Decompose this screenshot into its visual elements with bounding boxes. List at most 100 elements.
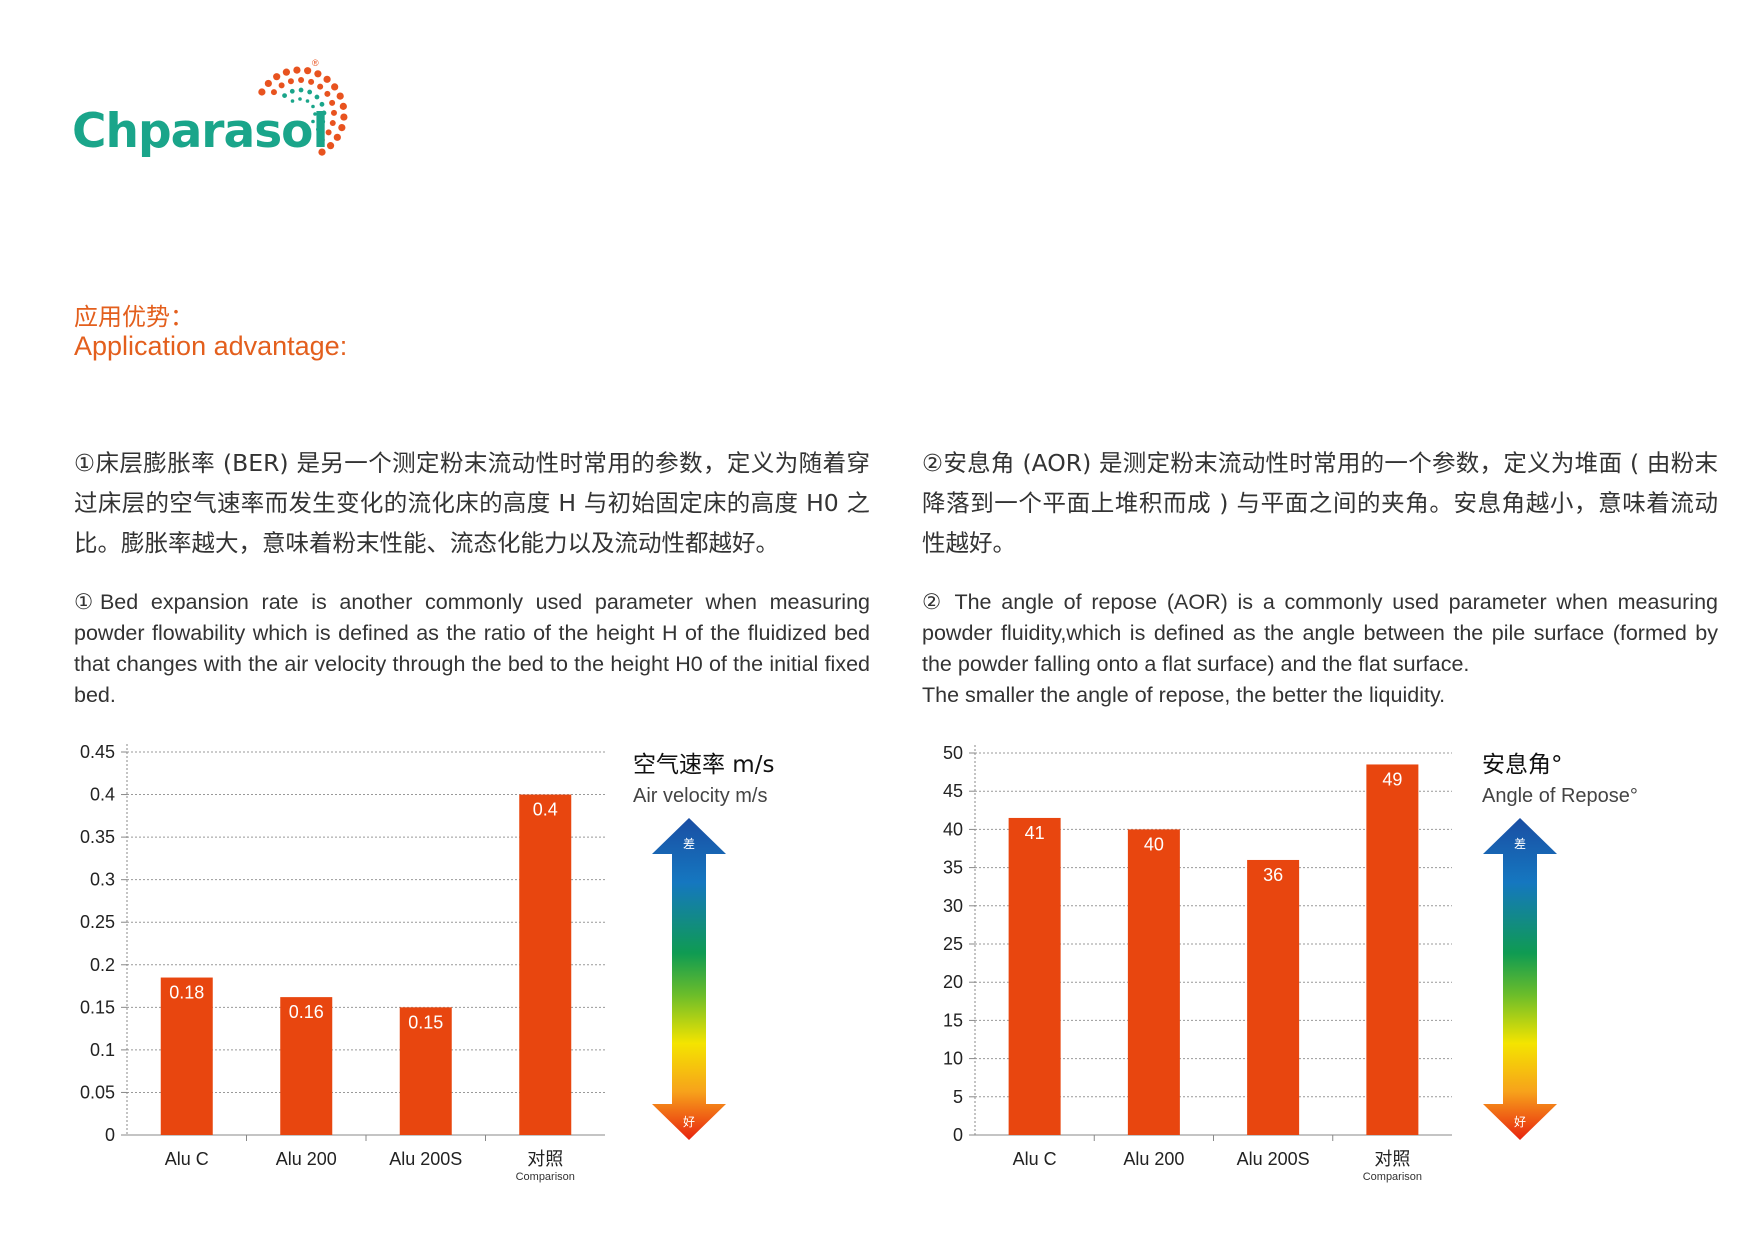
y-tick-label: 0.05 <box>80 1082 115 1102</box>
aor-description-cn: ②安息角 (AOR) 是测定粉末流动性时常用的一个参数，定义为堆面 ( 由粉末降… <box>922 449 1718 557</box>
logo-dot <box>258 88 266 96</box>
bar-value-label: 36 <box>1263 865 1283 885</box>
logo-dot <box>320 119 326 125</box>
registered-mark: ® <box>312 58 319 68</box>
brand-logo: ® Chparasol <box>72 52 362 172</box>
logo-dot <box>282 68 291 76</box>
bar <box>519 794 572 1135</box>
bar <box>280 997 333 1135</box>
y-tick-label: 0.15 <box>80 997 115 1017</box>
ber-description-cn: ①床层膨胀率 (BER) 是另一个测定粉末流动性时常用的参数，定义为随着穿过床层… <box>74 449 870 557</box>
legend-title-en: Air velocity m/s <box>633 785 767 807</box>
y-tick-label: 25 <box>943 934 963 954</box>
logo-dot <box>298 87 304 93</box>
logo-dot <box>331 83 339 91</box>
logo-dot <box>289 88 295 94</box>
x-category-subtitle: Comparison <box>1363 1171 1422 1183</box>
y-tick-label: 35 <box>943 858 963 878</box>
logo-dot <box>290 99 295 103</box>
logo-dot <box>307 89 313 95</box>
arrow-label-bottom: 好 <box>683 1115 695 1129</box>
logo-dot <box>304 67 312 75</box>
logo-dot <box>270 89 277 96</box>
arrow-label-bottom: 好 <box>1514 1115 1526 1129</box>
y-tick-label: 0.3 <box>90 870 115 890</box>
logo-dot <box>298 97 302 101</box>
logo-dot <box>264 79 272 88</box>
bar <box>399 1007 452 1135</box>
bar <box>1127 829 1180 1135</box>
ber-description-en: ①Bed expansion rate is another commonly … <box>74 590 870 707</box>
y-tick-label: 5 <box>953 1087 963 1107</box>
logo-dot <box>324 90 331 97</box>
logo-dot <box>339 102 347 110</box>
y-tick-label: 45 <box>943 781 963 801</box>
y-tick-label: 0.4 <box>90 785 115 805</box>
logo-dot <box>317 83 324 90</box>
y-tick-label: 0.35 <box>80 827 115 847</box>
logo-dot <box>338 123 346 132</box>
y-tick-label: 30 <box>943 896 963 916</box>
bed-expansion-chart: 0 0.05 0.1 0.15 0.2 0.25 0.3 0.35 0.4 0.45 0.18 Alu… <box>80 742 775 1183</box>
bar <box>1366 764 1419 1135</box>
x-category-label: Alu 200S <box>1237 1149 1310 1169</box>
x-category-label: 对照 <box>527 1149 563 1169</box>
parasol-rays-icon <box>258 66 348 156</box>
y-tick-label: 0.2 <box>90 955 115 975</box>
x-category-label: Alu 200 <box>1123 1149 1184 1169</box>
bar-value-label: 40 <box>1144 834 1164 854</box>
logo-dot <box>319 101 325 107</box>
legend-title-cn: 空气速率 m/s <box>633 752 774 778</box>
logo-dot <box>287 78 294 85</box>
section-title-en: Application advantage: <box>74 331 348 361</box>
logo-dot <box>314 94 320 100</box>
logo-dot <box>315 127 321 132</box>
x-category-label: Alu C <box>1013 1149 1057 1169</box>
logo-dot <box>298 77 305 84</box>
logo-dot <box>321 110 327 116</box>
bar-value-label: 49 <box>1382 769 1402 789</box>
y-tick-label: 10 <box>943 1049 963 1069</box>
logo-dot <box>330 109 337 116</box>
aor-description-en-2: The smaller the angle of repose, the bet… <box>922 683 1446 707</box>
logo-dot <box>311 104 315 109</box>
y-tick-label: 15 <box>943 1010 963 1030</box>
logo-dot <box>305 99 310 103</box>
y-tick-label: 0.25 <box>80 912 115 932</box>
x-category-label: Alu 200S <box>389 1149 462 1169</box>
gradient-arrow-icon <box>1483 818 1557 1140</box>
logo-dot <box>336 92 344 100</box>
x-category-label: 对照 <box>1374 1149 1410 1169</box>
bar-value-label: 41 <box>1025 823 1045 843</box>
bar-value-label: 0.16 <box>289 1002 324 1022</box>
logo-dot <box>314 70 322 78</box>
x-category-label: Alu 200 <box>276 1149 337 1169</box>
logo-dot <box>329 99 336 106</box>
logo-dot <box>326 142 335 150</box>
bar-value-label: 0.18 <box>169 983 204 1003</box>
bar <box>1247 859 1300 1135</box>
y-tick-label: 0.1 <box>90 1040 115 1060</box>
logo-dot <box>311 119 315 124</box>
logo-dot <box>313 112 317 116</box>
logo-dot <box>325 129 332 136</box>
logo-dot <box>318 137 325 144</box>
logo-dot <box>329 120 336 127</box>
x-category-label: Alu C <box>165 1149 209 1169</box>
logo-dot <box>273 73 281 81</box>
logo-dot <box>308 78 315 85</box>
y-tick-label: 20 <box>943 972 963 992</box>
logo-dot <box>323 75 331 83</box>
logo-dot <box>278 82 285 89</box>
logo-dot <box>318 148 326 156</box>
x-category-subtitle: Comparison <box>516 1171 575 1183</box>
y-tick-label: 0 <box>953 1125 963 1145</box>
legend-title-cn: 安息角° <box>1482 752 1563 778</box>
arrow-label-top: 差 <box>683 837 695 851</box>
bar <box>160 977 213 1135</box>
gradient-arrow-icon <box>652 818 726 1140</box>
y-tick-label: 0 <box>105 1125 115 1145</box>
angle-of-repose-chart: 0 5 10 15 20 25 30 35 40 45 50 41 Alu C 40 Alu 200 36 Al… <box>943 743 1638 1183</box>
logo-dot <box>293 66 301 74</box>
bar <box>1008 817 1061 1135</box>
